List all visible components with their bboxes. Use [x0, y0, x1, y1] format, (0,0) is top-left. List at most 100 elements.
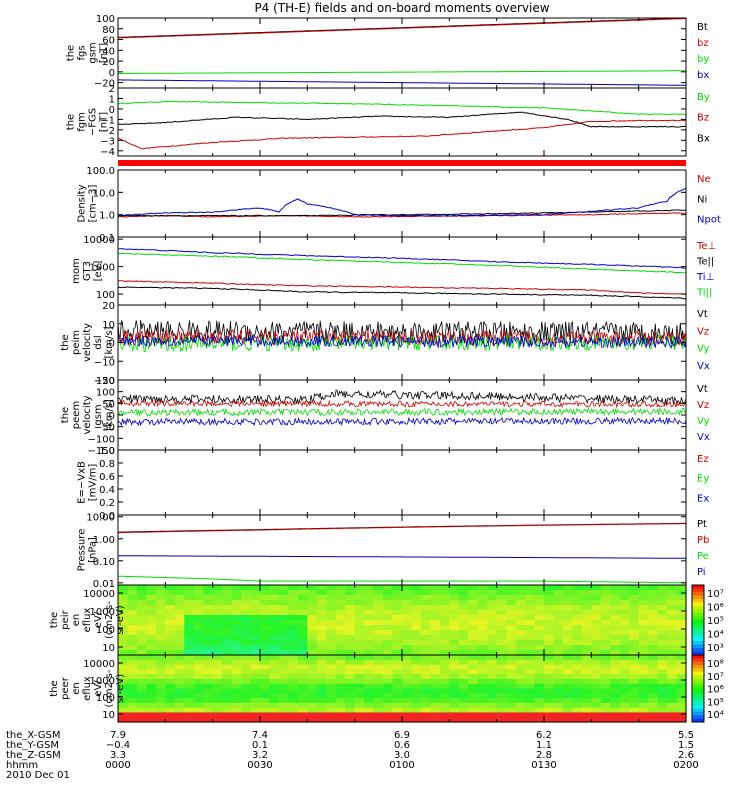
heatmap-cell — [373, 615, 384, 621]
heatmap-cell — [250, 645, 261, 651]
y-axis-label-line: [eV] — [93, 261, 104, 282]
heatmap-cell — [297, 655, 308, 661]
heatmap-cell — [165, 635, 176, 641]
heatmap-cell — [118, 683, 129, 690]
heatmap-cell — [411, 707, 422, 714]
heatmap-cell — [402, 669, 413, 675]
heatmap-cell — [288, 712, 299, 718]
y-axis-label: mom GT3 [eV] — [71, 258, 104, 284]
heatmap-cell — [487, 585, 498, 591]
heatmap-cell — [335, 590, 346, 596]
heatmap-cell — [525, 674, 536, 680]
heatmap-cell — [118, 615, 129, 621]
heatmap-cell — [600, 659, 611, 666]
y-tick-label: −4 — [100, 147, 115, 158]
heatmap-cell — [354, 620, 365, 626]
heatmap-cell — [212, 630, 223, 636]
heatmap-cell — [515, 585, 526, 591]
heatmap-cell — [562, 698, 573, 704]
heatmap-cell — [676, 585, 687, 591]
heatmap-cell — [335, 605, 346, 611]
heatmap-cell — [667, 674, 678, 680]
heatmap-cell — [439, 645, 450, 651]
heatmap-cell — [203, 717, 214, 723]
heatmap-cell — [241, 693, 252, 699]
heatmap-cell — [506, 669, 517, 675]
heatmap-cell — [657, 669, 668, 675]
heatmap-cell — [193, 610, 204, 616]
heatmap-cell — [591, 707, 602, 714]
heatmap-cell — [118, 595, 129, 601]
heatmap-cell — [316, 610, 327, 616]
heatmap-cell — [260, 707, 271, 714]
heatmap-cell — [212, 702, 223, 709]
heatmap-cell — [525, 630, 536, 636]
heatmap-cell — [184, 645, 195, 651]
colorbar-segment — [692, 623, 704, 628]
y-axis-label: the fgm −FGS [nT] — [66, 108, 110, 136]
heatmap-cell — [487, 625, 498, 631]
x-axis-value: 1.1 — [536, 740, 552, 751]
heatmap-cell — [165, 693, 176, 699]
heatmap-cell — [174, 664, 185, 670]
heatmap-cell — [278, 698, 289, 704]
heatmap-cell — [458, 640, 469, 646]
heatmap-cell — [326, 683, 337, 690]
heatmap-cell — [439, 712, 450, 718]
heatmap-cell — [676, 717, 687, 723]
heatmap-cell — [231, 620, 242, 626]
heatmap-cell — [458, 655, 469, 661]
legend-Bz: Bz — [697, 113, 709, 124]
heatmap-cell — [619, 610, 630, 616]
x-axis-value: 3.0 — [394, 750, 410, 761]
heatmap-cell — [127, 659, 138, 666]
y-axis-label-line: [nT] — [99, 43, 110, 63]
heatmap-cell — [515, 600, 526, 606]
heatmap-cell — [222, 635, 233, 641]
heatmap-cell — [629, 659, 640, 666]
heatmap-cell — [619, 625, 630, 631]
heatmap-cell — [203, 707, 214, 714]
heatmap-cell — [458, 674, 469, 680]
heatmap-cell — [562, 664, 573, 670]
heatmap-cell — [553, 664, 564, 670]
heatmap-cell — [468, 707, 479, 714]
heatmap-cell — [562, 650, 573, 656]
legend-Ti||: Ti|| — [696, 288, 712, 299]
heatmap-cell — [411, 595, 422, 601]
heatmap-cell — [648, 693, 659, 699]
heatmap-cell — [496, 655, 507, 661]
heatmap-cell — [449, 595, 460, 601]
heatmap-cell — [676, 712, 687, 718]
heatmap-cell — [629, 625, 640, 631]
heatmap-cell — [392, 678, 403, 685]
heatmap-cell — [581, 674, 592, 680]
heatmap-cell — [468, 693, 479, 699]
heatmap-cell — [260, 620, 271, 626]
heatmap-cell — [468, 640, 479, 646]
heatmap-cell — [269, 600, 280, 606]
heatmap-cell — [676, 610, 687, 616]
heatmap-cell — [212, 645, 223, 651]
heatmap-cell — [525, 659, 536, 666]
heatmap-cell — [411, 698, 422, 704]
heatmap-cell — [326, 655, 337, 661]
heatmap-cell — [241, 698, 252, 704]
heatmap-cell — [629, 674, 640, 680]
heatmap-cell — [629, 707, 640, 714]
heatmap-cell — [600, 595, 611, 601]
heatmap-cell — [146, 640, 157, 646]
panel-frame — [117, 449, 687, 516]
heatmap-cell — [487, 707, 498, 714]
heatmap-cell — [392, 707, 403, 714]
heatmap-cell — [203, 669, 214, 675]
heatmap-cell — [638, 678, 649, 685]
legend-Te||: Te|| — [696, 257, 714, 268]
heatmap-cell — [458, 664, 469, 670]
heatmap-cell — [619, 635, 630, 641]
heatmap-cell — [619, 620, 630, 626]
heatmap-cell — [212, 683, 223, 690]
heatmap-cell — [600, 693, 611, 699]
heatmap-cell — [155, 702, 166, 709]
heatmap-cell — [430, 620, 441, 626]
